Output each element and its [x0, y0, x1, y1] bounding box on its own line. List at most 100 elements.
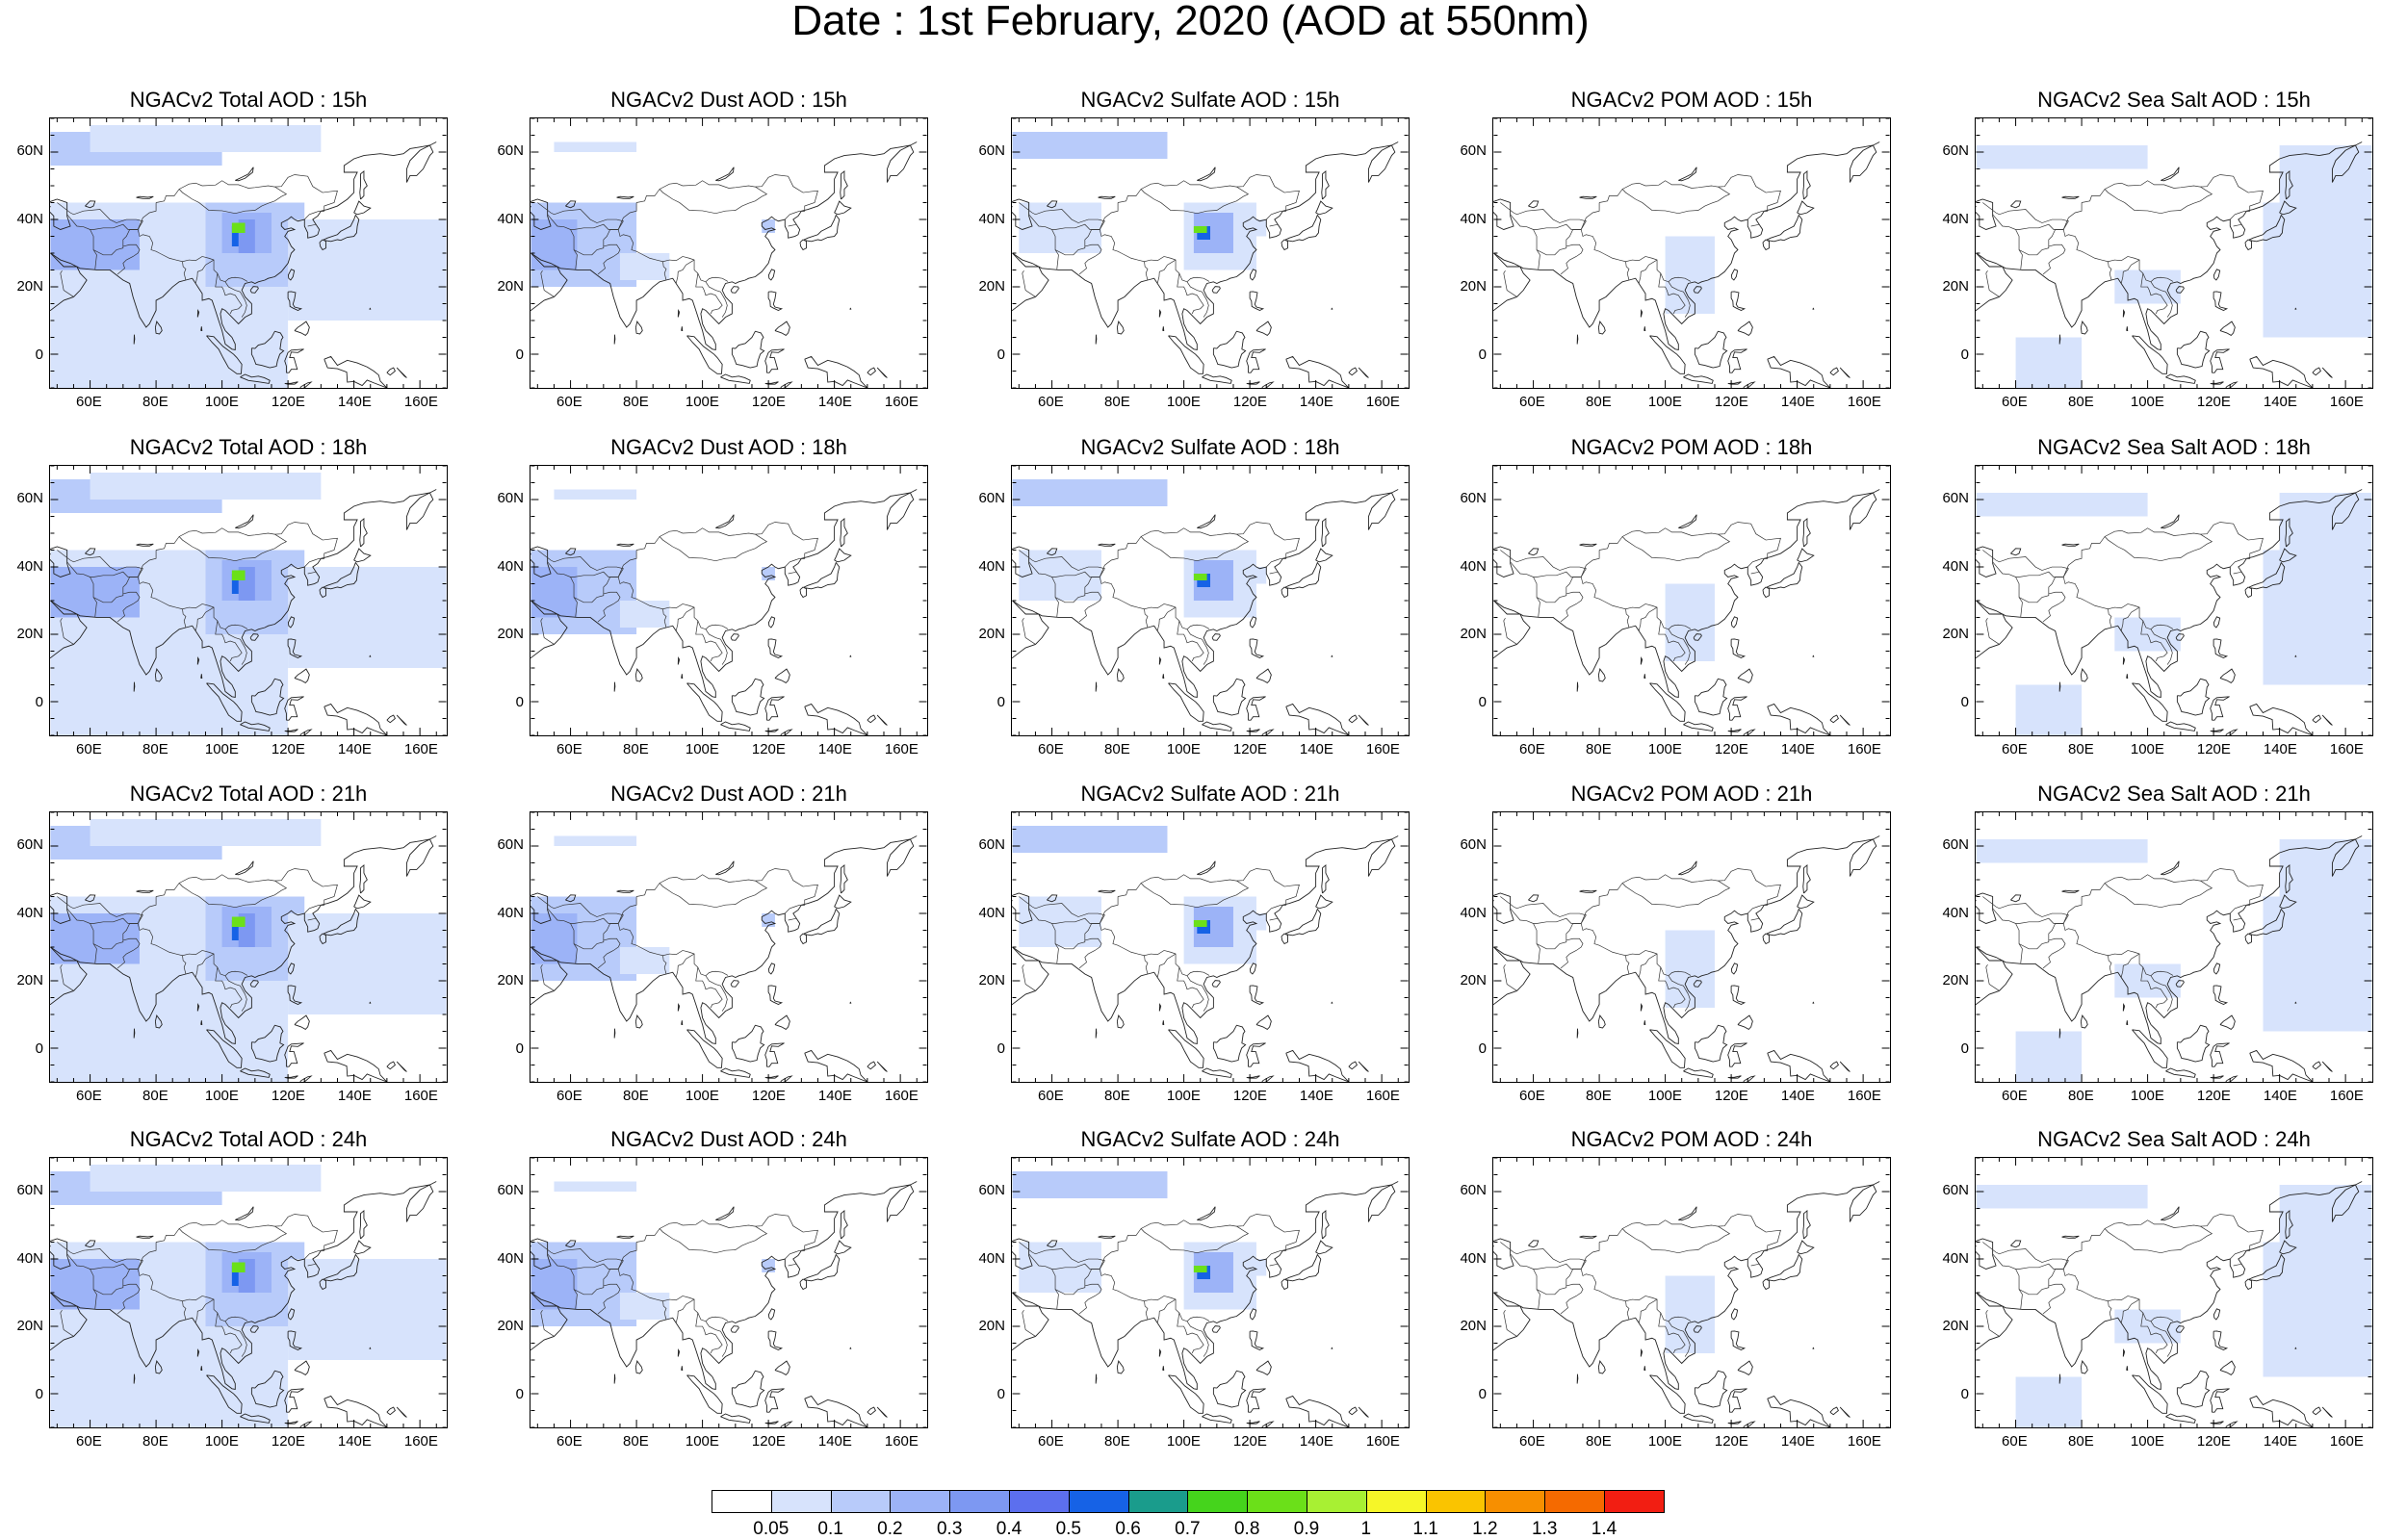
- country-border: [1986, 964, 2000, 990]
- coastline: [687, 336, 723, 374]
- coastline: [1250, 986, 1263, 1005]
- panel-title: NGACv2 POM AOD : 24h: [1454, 1128, 1929, 1151]
- panel-title: NGACv2 Total AOD : 18h: [11, 436, 486, 459]
- coastline: [2161, 1207, 2179, 1220]
- colorbar-label: 1.1: [1402, 1519, 1450, 1540]
- coastline: [1247, 1422, 1260, 1424]
- lat-tick-label: 20N: [1930, 279, 1969, 295]
- lon-tick-label: 100E: [678, 1089, 726, 1104]
- aod-field: [1012, 826, 1167, 853]
- coastline: [1528, 549, 1538, 555]
- coastline: [235, 515, 253, 528]
- coastline: [1830, 1062, 1839, 1069]
- colorbar-label: 0.9: [1282, 1519, 1331, 1540]
- coastline: [2059, 682, 2060, 692]
- map-panel: [49, 1157, 448, 1428]
- lat-tick-label: 40N: [485, 559, 524, 575]
- colorbar-label: 1: [1342, 1519, 1390, 1540]
- coastline: [1322, 171, 1330, 199]
- coastline: [1202, 1414, 1231, 1423]
- coastline: [2133, 336, 2168, 374]
- lat-tick-label: 20N: [967, 279, 1005, 295]
- coastline: [2123, 310, 2124, 317]
- coastline: [1580, 890, 1597, 892]
- coastline: [1117, 321, 1124, 334]
- lat-tick-label: 20N: [1930, 627, 1969, 642]
- lon-tick-label: 160E: [397, 1089, 445, 1104]
- coastline: [1169, 683, 1204, 722]
- country-border: [789, 572, 797, 574]
- coastline: [134, 335, 135, 345]
- coastline: [780, 1076, 791, 1082]
- lon-tick-label: 140E: [330, 395, 378, 410]
- lon-tick-label: 100E: [678, 1434, 726, 1450]
- lat-tick-label: 60N: [485, 143, 524, 159]
- coastline: [1767, 909, 1802, 935]
- coastline: [1332, 308, 1333, 309]
- coastline: [1368, 145, 1394, 183]
- lon-tick-label: 140E: [1292, 1089, 1340, 1104]
- coastline: [617, 544, 634, 546]
- lon-tick-label: 120E: [1707, 742, 1755, 757]
- coastline: [2250, 356, 2313, 388]
- lat-tick-label: 60N: [967, 837, 1005, 853]
- coastline: [1250, 617, 1255, 628]
- lon-tick-label: 60E: [1026, 1089, 1074, 1104]
- coastline: [137, 196, 154, 198]
- country-border: [2043, 938, 2065, 968]
- coastline: [1316, 895, 1333, 909]
- coastline: [324, 1050, 387, 1082]
- coastline: [1528, 1241, 1538, 1247]
- coastline: [2081, 321, 2087, 334]
- coastline: [2010, 201, 2020, 208]
- lon-tick-label: 100E: [1159, 395, 1207, 410]
- coastline: [1763, 240, 1770, 250]
- coastline: [354, 895, 371, 909]
- lon-tick-label: 120E: [264, 742, 312, 757]
- lon-tick-label: 140E: [811, 742, 859, 757]
- panel-title: NGACv2 Sea Salt AOD : 24h: [1936, 1128, 2381, 1151]
- coastline: [2211, 730, 2224, 732]
- map-panel: [1011, 1157, 1410, 1428]
- lon-tick-label: 80E: [1574, 1089, 1622, 1104]
- coastline: [1728, 382, 1742, 384]
- country-border: [660, 1226, 766, 1253]
- coastline: [1641, 310, 1642, 317]
- lon-tick-label: 60E: [545, 1434, 593, 1450]
- coastline: [235, 167, 253, 181]
- lat-tick-label: 40N: [485, 1251, 524, 1267]
- coastline: [1256, 669, 1271, 682]
- coastline: [1731, 986, 1745, 1005]
- coastline: [2010, 895, 2020, 902]
- aod-field: [1012, 479, 1167, 506]
- lon-tick-label: 140E: [1292, 742, 1340, 757]
- country-border: [1504, 618, 1517, 644]
- coastline: [2213, 292, 2227, 311]
- aod-field: [531, 567, 577, 618]
- colorbar-label: 1.4: [1580, 1519, 1628, 1540]
- coastline: [835, 549, 851, 562]
- coastline: [134, 1374, 135, 1384]
- coastline: [1163, 1366, 1164, 1370]
- coastline: [1359, 715, 1368, 725]
- coastline: [2211, 1043, 2230, 1066]
- country-border: [1157, 260, 1176, 283]
- coastline: [614, 1029, 615, 1039]
- panel-title: NGACv2 Dust AOD : 15h: [491, 89, 967, 112]
- coastline: [1850, 493, 1876, 530]
- colorbar-swatch: [1604, 1490, 1665, 1513]
- coastline: [295, 1015, 309, 1029]
- aod-field: [531, 1259, 577, 1310]
- coastline: [1650, 336, 1686, 374]
- lat-tick-label: 40N: [967, 559, 1005, 575]
- coastline: [2010, 1241, 2020, 1247]
- coastline: [765, 697, 785, 720]
- aod-field: [1194, 574, 1207, 580]
- country-border: [1157, 607, 1176, 630]
- coastline: [780, 1422, 791, 1427]
- country-border: [1022, 270, 1036, 296]
- coastline: [2177, 1025, 2209, 1062]
- coastline: [201, 326, 202, 330]
- country-border: [1511, 562, 1537, 578]
- map-plot: [50, 118, 447, 388]
